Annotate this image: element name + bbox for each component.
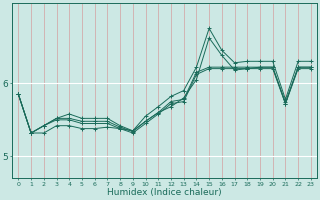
X-axis label: Humidex (Indice chaleur): Humidex (Indice chaleur) [107, 188, 222, 197]
